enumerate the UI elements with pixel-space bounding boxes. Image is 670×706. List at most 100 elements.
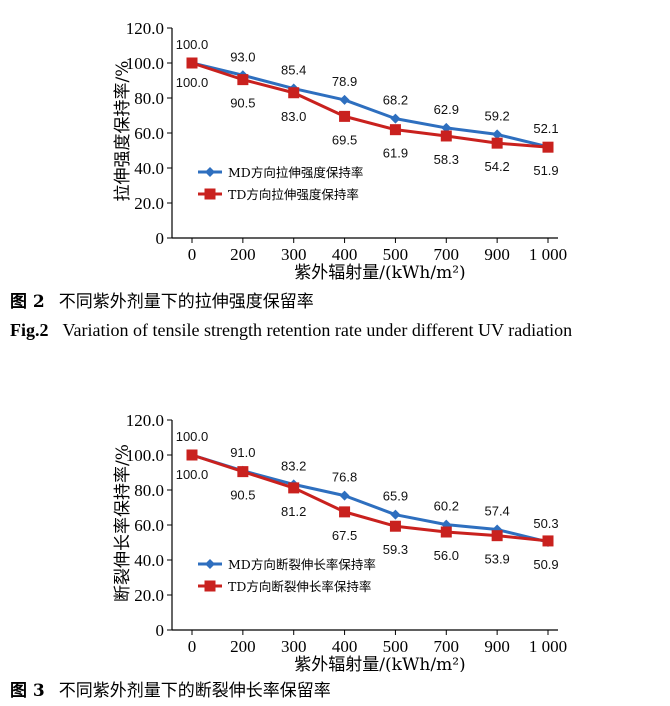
figure-2-title-en: Variation of tensile strength retention … xyxy=(62,320,573,340)
td-data-point xyxy=(389,124,401,136)
figure-3-caption: 图 3 不同紫外剂量下的断裂伸长率保留率 xyxy=(10,676,331,701)
td-data-point xyxy=(186,57,198,69)
td-data-point xyxy=(491,530,503,542)
td-data-label: 51.9 xyxy=(533,163,558,178)
y-tick-label: 20.0 xyxy=(134,586,164,605)
x-axis-title: 紫外辐射量/(kWh/m²) xyxy=(294,263,465,280)
figure-2-title: 不同紫外剂量下的拉伸强度保留率 xyxy=(58,292,314,312)
td-data-point xyxy=(491,137,503,149)
md-data-label: 60.2 xyxy=(434,499,459,514)
legend-label-td: TD方向拉伸强度保持率 xyxy=(228,187,359,202)
td-data-point xyxy=(440,526,452,538)
y-tick-label: 120.0 xyxy=(126,411,164,430)
y-tick-label: 40.0 xyxy=(134,159,164,178)
md-data-point xyxy=(390,509,401,520)
td-data-label: 56.0 xyxy=(434,548,459,563)
md-data-point xyxy=(390,113,401,124)
y-tick-label: 80.0 xyxy=(134,481,164,500)
y-tick-label: 60.0 xyxy=(134,516,164,535)
x-tick-label: 900 xyxy=(484,245,510,264)
md-data-label: 62.9 xyxy=(434,102,459,117)
y-tick-label: 40.0 xyxy=(134,551,164,570)
md-data-label: 85.4 xyxy=(281,63,306,78)
md-data-point xyxy=(441,122,452,133)
md-data-label: 100.0 xyxy=(176,37,209,52)
md-data-point xyxy=(492,129,503,140)
td-data-point xyxy=(288,482,300,494)
legend-label-md: MD方向断裂伸长率保持率 xyxy=(228,557,376,572)
x-tick-label: 1 000 xyxy=(529,245,567,264)
td-data-label: 100.0 xyxy=(176,75,209,90)
legend-label-td: TD方向断裂伸长率保持率 xyxy=(228,579,371,594)
td-data-label: 100.0 xyxy=(176,467,209,482)
figure-2-caption: 图 2 不同紫外剂量下的拉伸强度保留率 xyxy=(10,287,314,312)
td-data-point xyxy=(339,110,351,122)
td-data-point xyxy=(542,535,554,547)
md-data-label: 91.0 xyxy=(230,445,255,460)
md-data-label: 65.9 xyxy=(383,489,408,504)
x-tick-label: 700 xyxy=(434,637,460,656)
x-tick-label: 400 xyxy=(332,245,358,264)
md-data-label: 93.0 xyxy=(230,49,255,64)
td-data-label: 58.3 xyxy=(434,152,459,167)
md-data-label: 78.9 xyxy=(332,74,357,89)
td-data-point xyxy=(237,466,249,478)
figure-3-number: 图 3 xyxy=(10,681,45,701)
y-tick-label: 0 xyxy=(156,229,165,248)
td-data-label: 59.3 xyxy=(383,542,408,557)
td-data-label: 67.5 xyxy=(332,528,357,543)
td-data-label: 69.5 xyxy=(332,132,357,147)
td-data-point xyxy=(186,449,198,461)
series-line-md xyxy=(191,61,549,149)
x-tick-label: 900 xyxy=(484,637,510,656)
md-data-label: 59.2 xyxy=(484,108,509,123)
legend-marker-md xyxy=(205,167,215,177)
md-data-label: 50.3 xyxy=(533,516,558,531)
x-tick-label: 500 xyxy=(383,245,409,264)
x-axis-title: 紫外辐射量/(kWh/m²) xyxy=(294,655,465,672)
td-data-point xyxy=(339,506,351,518)
md-data-point xyxy=(339,490,350,501)
y-tick-label: 0 xyxy=(156,621,165,640)
tensile-strength-chart: 0 20.0 40.0 60.0 80.0 100.0 120.0 0 200 300 400 500… xyxy=(113,19,567,280)
elongation-retention-chart: 0 20.0 40.0 60.0 80.0 100.0 120.0 0 200 300 400 500… xyxy=(113,411,567,672)
legend-marker-md xyxy=(205,559,215,569)
figure-3-title: 不同紫外剂量下的断裂伸长率保留率 xyxy=(58,681,331,701)
td-data-point xyxy=(389,520,401,532)
x-tick-label: 700 xyxy=(434,245,460,264)
md-data-point xyxy=(339,94,350,105)
td-data-label: 81.2 xyxy=(281,504,306,519)
td-data-label: 83.0 xyxy=(281,109,306,124)
x-tick-label: 0 xyxy=(188,637,197,656)
y-tick-label: 80.0 xyxy=(134,89,164,108)
x-tick-label: 300 xyxy=(281,637,307,656)
x-tick-label: 1 000 xyxy=(529,637,567,656)
md-data-label: 57.4 xyxy=(484,504,509,519)
td-data-label: 90.5 xyxy=(230,96,255,111)
x-tick-label: 0 xyxy=(188,245,197,264)
x-tick-label: 200 xyxy=(230,637,256,656)
td-data-label: 50.9 xyxy=(533,557,558,572)
td-data-point xyxy=(440,130,452,142)
y-tick-label: 100.0 xyxy=(126,54,164,73)
md-data-label: 100.0 xyxy=(176,429,209,444)
legend-marker-td xyxy=(204,188,216,200)
td-data-point xyxy=(542,141,554,153)
figure-2-number-en: Fig.2 xyxy=(10,320,49,340)
legend-marker-td xyxy=(204,580,216,592)
y-tick-label: 100.0 xyxy=(126,446,164,465)
td-data-label: 54.2 xyxy=(484,159,509,174)
td-data-label: 90.5 xyxy=(230,488,255,503)
y-axis-title: 拉伸强度保持率/% xyxy=(113,61,133,202)
td-data-point xyxy=(237,74,249,86)
md-data-label: 76.8 xyxy=(332,470,357,485)
y-axis-title: 断裂伸长率保持率/% xyxy=(113,444,133,602)
legend-label-md: MD方向拉伸强度保持率 xyxy=(228,165,363,180)
y-tick-label: 20.0 xyxy=(134,194,164,213)
series-line-td xyxy=(191,453,549,543)
x-tick-label: 300 xyxy=(281,245,307,264)
y-tick-label: 120.0 xyxy=(126,19,164,38)
md-data-label: 68.2 xyxy=(383,93,408,108)
series-line-td xyxy=(191,61,549,149)
md-data-label: 52.1 xyxy=(533,121,558,136)
